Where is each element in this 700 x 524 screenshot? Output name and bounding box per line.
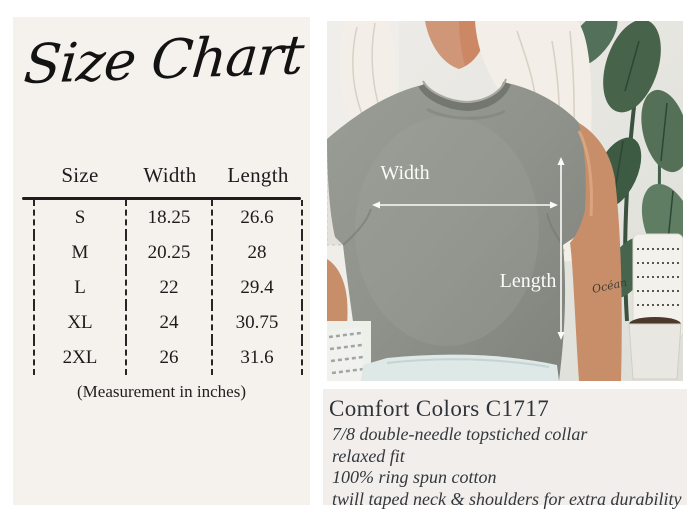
feature-line: relaxed fit	[332, 445, 405, 466]
table-body: S 18.25 26.6 M 20.25 28 L 22 29.4 XL 24 …	[33, 200, 303, 375]
page-title: Size Chart	[21, 23, 306, 96]
measurement-note: (Measurement in inches)	[77, 382, 246, 401]
table-cell: 24	[127, 305, 213, 340]
table-cell: L	[33, 270, 127, 305]
arrow-down-icon	[557, 332, 565, 340]
feature-list: 7/8 double-needle topstiched collar rela…	[332, 424, 687, 510]
column-header-length: Length	[227, 163, 289, 187]
product-info: Comfort Colors C1717 7/8 double-needle t…	[323, 389, 687, 509]
table-cell: 31.6	[213, 340, 303, 375]
table-cell: 28	[213, 235, 303, 270]
table-cell: 2XL	[33, 340, 127, 375]
product-photo: Océan Width Length	[323, 17, 687, 385]
size-table: Size Width Length S 18.25 26.6 M 20.25 2…	[13, 163, 310, 402]
table-cell: 18.25	[127, 200, 213, 235]
plant-pot	[628, 317, 682, 380]
table-cell: M	[33, 235, 127, 270]
right-arm: Océan	[570, 123, 628, 381]
tshirt	[327, 78, 587, 381]
arrow-up-icon	[557, 157, 565, 165]
table-cell: 26	[127, 340, 213, 375]
table-cell: 26.6	[213, 200, 303, 235]
feature-line: 100% ring spun cotton	[332, 467, 497, 487]
table-cell: S	[33, 200, 127, 235]
column-header-size: Size	[61, 163, 99, 187]
arrow-right-icon	[550, 201, 558, 209]
product-name: Comfort Colors C1717	[329, 396, 550, 421]
feature-line: 7/8 double-needle topstiched collar	[332, 424, 588, 444]
bottom-foreground	[327, 321, 559, 381]
tshirt-photo-illustration: Océan Width Length	[327, 21, 683, 381]
width-annotation: Width	[372, 162, 558, 209]
table-cell: 30.75	[213, 305, 303, 340]
feature-line: twill taped neck & shoulders for extra d…	[332, 488, 682, 509]
size-chart-panel: Size Chart Size Width Length S 18.25 26.…	[13, 17, 310, 505]
header-divider	[22, 197, 301, 200]
table-cell: 22	[127, 270, 213, 305]
arrow-left-icon	[372, 201, 380, 209]
width-label: Width	[380, 162, 429, 184]
table-header-row: Size Width Length	[33, 163, 303, 197]
length-label: Length	[500, 270, 557, 292]
table-cell: XL	[33, 305, 127, 340]
column-header-width: Width	[143, 163, 197, 187]
table-cell: 29.4	[213, 270, 303, 305]
table-cell: 20.25	[127, 235, 213, 270]
length-annotation: Length	[500, 157, 565, 340]
